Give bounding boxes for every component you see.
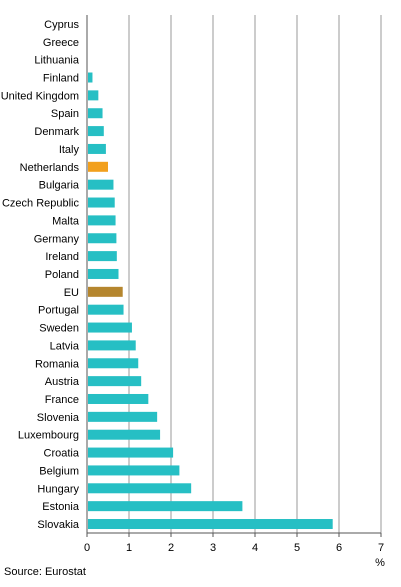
bar-latvia bbox=[88, 340, 136, 351]
bar-slovakia bbox=[88, 519, 333, 530]
category-label-ireland: Ireland bbox=[45, 251, 79, 263]
bar-austria bbox=[88, 376, 142, 387]
bar-croatia bbox=[88, 447, 174, 458]
category-label-hungary: Hungary bbox=[37, 483, 79, 495]
bar-united-kingdom bbox=[88, 90, 99, 101]
tick-label-layer: 0 1 2 3 4 5 6 7 bbox=[84, 542, 384, 554]
category-label-malta: Malta bbox=[52, 215, 80, 227]
bar-denmark bbox=[88, 126, 104, 137]
bar-france bbox=[88, 393, 149, 404]
x-tick-label-7: 7 bbox=[378, 542, 384, 554]
category-label-finland: Finland bbox=[43, 73, 79, 85]
bar-layer bbox=[88, 72, 333, 530]
bar-czech-republic bbox=[88, 197, 115, 208]
category-label-bulgaria: Bulgaria bbox=[39, 180, 80, 192]
bar-netherlands bbox=[88, 161, 108, 172]
x-tick-label-0: 0 bbox=[84, 542, 90, 554]
category-label-cyprus: Cyprus bbox=[44, 19, 79, 31]
x-axis-unit-label: % bbox=[375, 557, 385, 569]
bar-germany bbox=[88, 233, 117, 244]
category-label-romania: Romania bbox=[35, 358, 80, 370]
category-label-eu: EU bbox=[64, 287, 79, 299]
bar-sweden bbox=[88, 322, 132, 333]
category-label-united-kingdom: United Kingdom bbox=[1, 90, 79, 102]
category-label-sweden: Sweden bbox=[39, 323, 79, 335]
category-label-italy: Italy bbox=[59, 144, 80, 156]
bar-poland bbox=[88, 268, 119, 279]
bar-italy bbox=[88, 143, 106, 154]
bar-eu bbox=[88, 286, 123, 297]
grid-layer bbox=[86, 15, 382, 537]
category-label-czech-republic: Czech Republic bbox=[2, 198, 80, 210]
bar-belgium bbox=[88, 465, 180, 476]
bar-finland bbox=[88, 72, 93, 83]
category-label-denmark: Denmark bbox=[34, 126, 79, 138]
bar-luxembourg bbox=[88, 429, 161, 440]
x-tick-label-2: 2 bbox=[168, 542, 174, 554]
source-note: Source: Eurostat bbox=[4, 566, 86, 578]
category-label-austria: Austria bbox=[45, 376, 80, 388]
x-tick-label-4: 4 bbox=[252, 542, 258, 554]
bar-bulgaria bbox=[88, 179, 114, 190]
x-tick-label-6: 6 bbox=[336, 542, 342, 554]
category-label-slovakia: Slovakia bbox=[37, 519, 79, 531]
bar-slovenia bbox=[88, 411, 158, 422]
bar-spain bbox=[88, 108, 103, 119]
category-label-luxembourg: Luxembourg bbox=[18, 430, 79, 442]
bar-estonia bbox=[88, 501, 243, 512]
bar-hungary bbox=[88, 483, 192, 494]
category-label-slovenia: Slovenia bbox=[37, 412, 80, 424]
x-tick-label-3: 3 bbox=[210, 542, 216, 554]
x-tick-label-1: 1 bbox=[126, 542, 132, 554]
category-label-spain: Spain bbox=[51, 108, 79, 120]
category-label-netherlands: Netherlands bbox=[20, 162, 80, 174]
category-label-layer: Cyprus Greece Lithuania Finland United Kingd… bbox=[1, 19, 80, 531]
category-label-germany: Germany bbox=[34, 233, 80, 245]
category-label-france: France bbox=[45, 394, 79, 406]
category-label-poland: Poland bbox=[45, 269, 79, 281]
bar-ireland bbox=[88, 251, 117, 262]
category-label-lithuania: Lithuania bbox=[34, 55, 80, 67]
category-label-croatia: Croatia bbox=[44, 448, 80, 460]
category-label-latvia: Latvia bbox=[50, 340, 80, 352]
category-label-greece: Greece bbox=[43, 37, 79, 49]
category-label-portugal: Portugal bbox=[38, 305, 79, 317]
bar-malta bbox=[88, 215, 116, 226]
bar-romania bbox=[88, 358, 139, 369]
bar-portugal bbox=[88, 304, 124, 315]
category-label-estonia: Estonia bbox=[42, 501, 80, 513]
category-label-belgium: Belgium bbox=[39, 465, 79, 477]
x-tick-label-5: 5 bbox=[294, 542, 300, 554]
